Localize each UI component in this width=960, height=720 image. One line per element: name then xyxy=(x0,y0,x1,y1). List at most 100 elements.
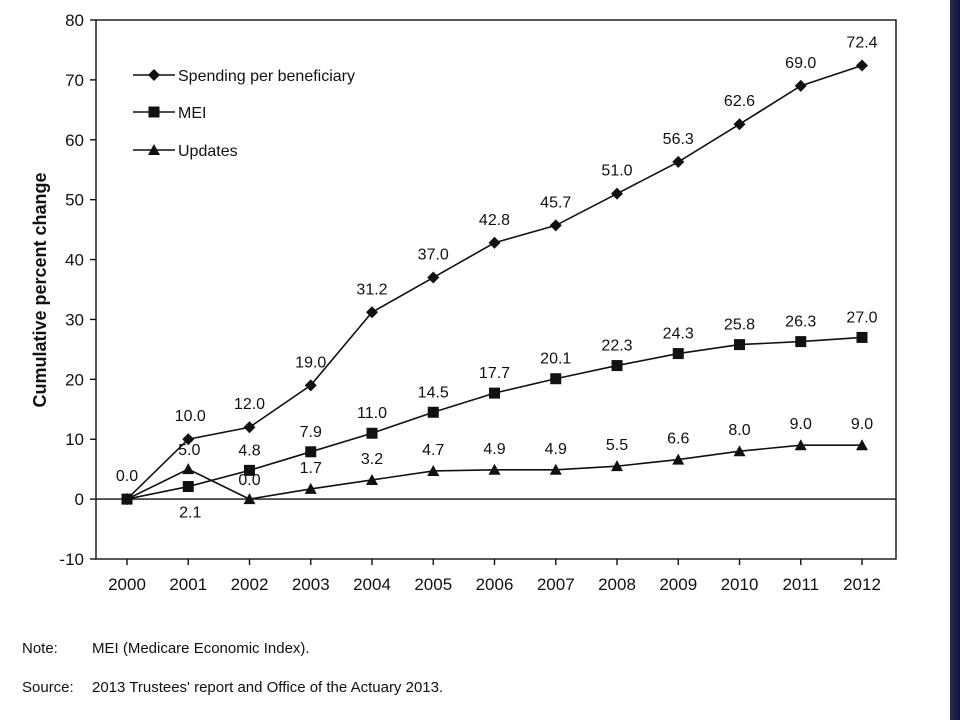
x-tick-label: 2010 xyxy=(721,575,759,594)
point-spending-per-beneficiary xyxy=(549,219,562,232)
y-axis-label: Cumulative percent change xyxy=(30,172,50,407)
point-updates xyxy=(611,460,623,472)
point-mei xyxy=(795,336,807,348)
point-mei xyxy=(672,348,684,360)
data-label-updates: 0.0 xyxy=(238,472,260,489)
point-updates xyxy=(121,493,133,505)
data-label-updates: 8.0 xyxy=(728,422,750,439)
point-updates xyxy=(549,463,562,475)
point-mei xyxy=(305,446,317,458)
data-label-mei: 2.1 xyxy=(179,505,201,522)
data-label-updates: 9.0 xyxy=(851,416,873,433)
data-label-spending-per-beneficiary: 72.4 xyxy=(846,35,877,52)
plot-frame xyxy=(95,19,897,560)
point-updates xyxy=(427,464,440,476)
y-tick-label: 80 xyxy=(65,11,84,30)
data-label-mei: 17.7 xyxy=(479,365,510,382)
data-label-updates: 4.9 xyxy=(483,441,505,458)
legend-marker-spending-per-beneficiary xyxy=(148,69,160,81)
x-tick-label: 2000 xyxy=(108,575,146,594)
point-spending-per-beneficiary xyxy=(733,118,746,131)
y-tick-label: 20 xyxy=(65,370,84,389)
point-updates xyxy=(488,463,501,475)
y-tick-label: -10 xyxy=(59,550,84,569)
y-tick-label: 70 xyxy=(65,71,84,90)
point-updates xyxy=(672,453,685,465)
point-spending-per-beneficiary xyxy=(182,433,195,446)
x-tick-label: 2011 xyxy=(782,575,819,594)
source-label: Source: xyxy=(22,679,74,696)
note-text: MEI (Medicare Economic Index). xyxy=(92,640,310,657)
x-tick-label: 2012 xyxy=(843,575,881,594)
data-label-spending-per-beneficiary: 56.3 xyxy=(663,131,694,148)
x-tick-label: 2009 xyxy=(659,575,697,594)
data-label-spending-per-beneficiary: 42.8 xyxy=(479,212,510,229)
y-tick-label: 60 xyxy=(65,131,84,150)
y-tick-label: 50 xyxy=(65,191,84,210)
point-spending-per-beneficiary xyxy=(672,155,685,168)
data-label-spending-per-beneficiary: 0.0 xyxy=(116,468,138,485)
point-mei xyxy=(856,331,868,343)
data-label-spending-per-beneficiary: 62.6 xyxy=(724,93,755,110)
point-updates xyxy=(366,473,378,485)
x-tick-label: 2004 xyxy=(353,575,391,594)
point-updates xyxy=(733,445,746,457)
data-label-updates: 4.9 xyxy=(545,441,567,458)
point-updates xyxy=(182,463,195,475)
point-mei xyxy=(550,373,562,385)
data-label-updates: 4.7 xyxy=(422,442,444,459)
legend-label-updates: Updates xyxy=(178,143,238,160)
legend-marker-mei xyxy=(148,106,160,118)
point-mei xyxy=(611,360,623,372)
x-tick-label: 2002 xyxy=(231,575,269,594)
x-tick-label: 2007 xyxy=(537,575,575,594)
legend-label-spending-per-beneficiary: Spending per beneficiary xyxy=(178,68,355,85)
point-spending-per-beneficiary xyxy=(611,187,623,200)
data-label-mei: 20.1 xyxy=(540,351,571,368)
y-tick-label: 30 xyxy=(65,310,84,329)
data-label-updates: 5.0 xyxy=(178,442,200,459)
point-mei xyxy=(182,481,194,493)
y-tick-label: 0 xyxy=(75,490,84,509)
legend-marker-updates xyxy=(148,144,160,155)
point-spending-per-beneficiary xyxy=(243,421,256,434)
point-spending-per-beneficiary xyxy=(427,271,440,284)
point-updates xyxy=(794,439,807,451)
data-label-updates: 3.2 xyxy=(361,451,383,468)
series-line-spending-per-beneficiary xyxy=(126,64,863,500)
point-updates xyxy=(856,439,868,451)
data-label-mei: 26.3 xyxy=(785,314,816,331)
data-label-mei: 11.0 xyxy=(357,405,387,422)
point-spending-per-beneficiary xyxy=(488,236,501,249)
data-label-spending-per-beneficiary: 19.0 xyxy=(295,354,326,371)
point-updates xyxy=(243,493,256,505)
point-mei xyxy=(244,464,255,476)
point-mei xyxy=(366,427,378,439)
note-label: Note: xyxy=(22,640,58,657)
data-label-mei: 7.9 xyxy=(300,424,322,441)
x-tick-label: 2006 xyxy=(476,575,514,594)
point-mei xyxy=(489,387,500,399)
data-label-spending-per-beneficiary: 12.0 xyxy=(234,396,265,413)
data-label-spending-per-beneficiary: 10.0 xyxy=(175,408,206,425)
data-label-mei: 4.8 xyxy=(238,442,260,459)
point-spending-per-beneficiary xyxy=(794,79,807,92)
data-label-spending-per-beneficiary: 45.7 xyxy=(540,194,571,211)
x-tick-label: 2008 xyxy=(598,575,636,594)
point-updates xyxy=(304,482,317,494)
x-tick-label: 2003 xyxy=(292,575,330,594)
x-tick-label: 2001 xyxy=(169,575,207,594)
point-mei xyxy=(427,406,439,418)
point-mei xyxy=(734,339,745,351)
data-label-spending-per-beneficiary: 37.0 xyxy=(418,247,449,264)
y-tick-label: 40 xyxy=(65,251,84,270)
series-line-mei xyxy=(126,336,863,500)
data-label-updates: 5.5 xyxy=(606,437,628,454)
y-tick-label: 10 xyxy=(65,430,84,449)
data-label-updates: 1.7 xyxy=(300,460,322,477)
data-label-mei: 14.5 xyxy=(418,384,449,401)
data-label-mei: 24.3 xyxy=(663,326,694,343)
data-label-mei: 22.3 xyxy=(601,338,632,355)
data-label-spending-per-beneficiary: 51.0 xyxy=(601,163,632,180)
